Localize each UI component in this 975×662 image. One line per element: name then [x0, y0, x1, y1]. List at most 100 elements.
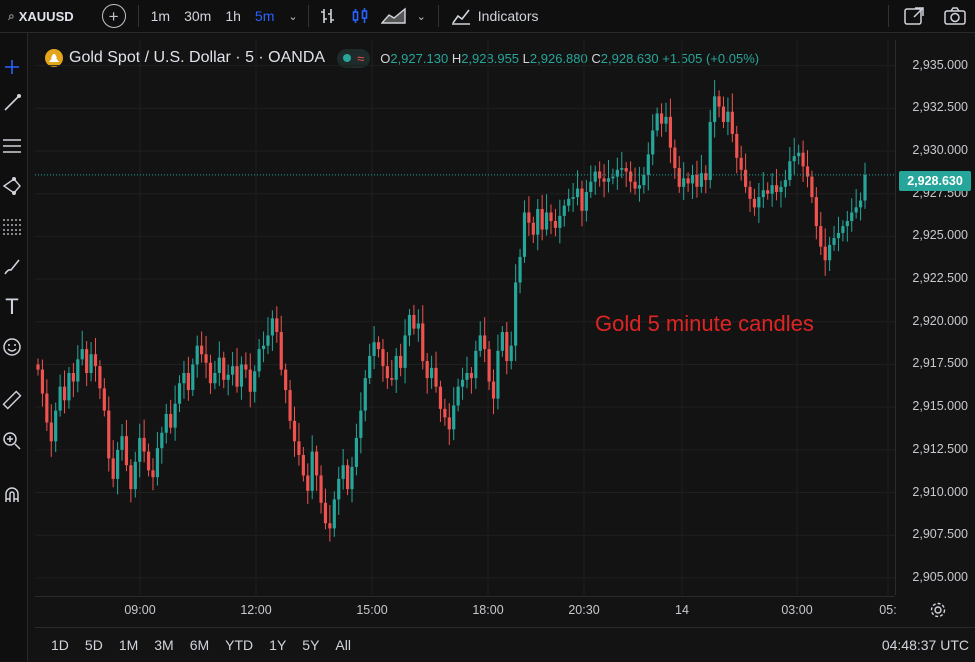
- pattern-tool-icon[interactable]: [0, 174, 24, 198]
- time-axis[interactable]: 09:00 12:00 15:00 18:00 20:30 14 03:00 05:: [35, 596, 897, 625]
- candle-body: [239, 364, 244, 387]
- candle-body: [637, 185, 642, 189]
- price-tick-label: 2,917.500: [912, 356, 968, 371]
- candle-body: [690, 174, 695, 184]
- candle-body: [425, 361, 429, 379]
- legend-title[interactable]: Gold Spot / U.S. Dollar · 5 · OANDA: [69, 49, 326, 66]
- candle-body: [518, 256, 522, 283]
- candle-body: [40, 369, 45, 394]
- candle-body: [814, 197, 818, 227]
- range-5d[interactable]: 5D: [84, 637, 103, 653]
- candle-body: [226, 374, 230, 380]
- brush-icon[interactable]: [0, 255, 24, 279]
- horizontal-lines-icon[interactable]: [0, 134, 24, 158]
- candle-body: [45, 393, 49, 423]
- candle-body: [138, 437, 142, 462]
- add-symbol-button[interactable]: +: [101, 4, 126, 28]
- price-axis[interactable]: 2,935.000 2,932.500 2,930.000 2,927.500 2,92…: [895, 40, 975, 595]
- candle-body: [770, 185, 774, 194]
- candle-body: [248, 369, 252, 392]
- candle-body: [204, 354, 208, 363]
- candles-chart-type-icon[interactable]: [351, 7, 369, 25]
- candle-body: [779, 186, 783, 192]
- candle-body: [359, 410, 363, 438]
- timeframe-1m[interactable]: 1m: [150, 8, 171, 24]
- legend-status-toggle[interactable]: ≈: [337, 48, 371, 68]
- time-tick-label: 03:00: [781, 603, 813, 617]
- candle-body: [288, 390, 292, 421]
- candle-body: [133, 461, 137, 490]
- camera-icon[interactable]: [943, 6, 967, 26]
- candle-body: [810, 176, 814, 198]
- candle-body: [376, 342, 381, 350]
- text-tool-icon[interactable]: T: [5, 294, 19, 319]
- range-5y[interactable]: 5Y: [302, 637, 320, 653]
- candle-body: [434, 367, 438, 387]
- clock-timezone[interactable]: 04:48:37 UTC: [881, 637, 969, 653]
- candle-body: [863, 174, 867, 201]
- candle-body: [549, 212, 553, 222]
- price-tick-label: 2,912.500: [912, 441, 968, 456]
- range-1m[interactable]: 1M: [118, 637, 139, 653]
- range-ytd[interactable]: YTD: [225, 637, 254, 653]
- candle-body: [323, 502, 328, 524]
- candle-body: [858, 200, 863, 208]
- timeframe-5m[interactable]: 5m: [254, 8, 275, 24]
- candle-body: [310, 451, 314, 491]
- bar-chart-type-icon[interactable]: [319, 7, 337, 25]
- symbol-search[interactable]: ⌕ XAUUSD: [8, 9, 74, 24]
- candle-body: [761, 190, 765, 198]
- candle-body: [642, 174, 646, 186]
- candle-body: [372, 342, 376, 356]
- chart-type-dropdown-chevron-icon[interactable]: ⌄: [416, 10, 426, 23]
- timeframe-30m[interactable]: 30m: [184, 8, 212, 24]
- candle-body: [823, 246, 827, 261]
- candle-body: [527, 212, 531, 223]
- candle-body: [854, 207, 858, 213]
- candle-body: [390, 378, 394, 380]
- candle-body: [505, 332, 509, 362]
- chart-legend: Gold Spot / U.S. Dollar · 5 · OANDA ≈ O2…: [45, 46, 759, 70]
- area-chart-type-icon[interactable]: [380, 7, 407, 25]
- candle-body: [788, 161, 792, 181]
- timeframe-1h[interactable]: 1h: [225, 8, 241, 24]
- crosshair-icon[interactable]: [0, 55, 24, 79]
- drawing-toolbar: T: [0, 33, 28, 661]
- price-tick-label: 2,935.000: [912, 57, 968, 72]
- price-tick-label: 2,922.500: [912, 271, 968, 286]
- candle-body: [173, 403, 177, 428]
- fib-retracement-icon[interactable]: [0, 214, 24, 238]
- candle-body: [593, 171, 597, 182]
- candle-body: [71, 373, 75, 382]
- toolbar-divider: [888, 5, 889, 27]
- candle-body: [500, 332, 504, 351]
- trend-line-icon[interactable]: [0, 91, 24, 115]
- candle-body: [120, 436, 124, 450]
- chart-annotation[interactable]: Gold 5 minute candles: [595, 311, 814, 336]
- timeframe-dropdown-chevron-icon[interactable]: ⌄: [288, 10, 298, 23]
- candle-body: [394, 355, 398, 380]
- indicators-label: Indicators: [477, 8, 539, 24]
- range-all[interactable]: All: [335, 637, 351, 653]
- settings-gear-icon[interactable]: [929, 601, 947, 624]
- range-1d[interactable]: 1D: [51, 637, 69, 653]
- candle-body: [456, 386, 460, 406]
- price-chart[interactable]: [35, 40, 895, 595]
- magnet-icon[interactable]: [0, 483, 24, 507]
- range-bar: 1D 5D 1M 3M 6M YTD 1Y 5Y All 04:48:37 UT…: [35, 627, 975, 662]
- zoom-in-icon[interactable]: [0, 429, 24, 453]
- candle-body: [717, 96, 721, 107]
- candle-body: [774, 185, 779, 192]
- candle-body: [704, 173, 708, 181]
- candle-body: [487, 349, 491, 382]
- indicators-button[interactable]: Indicators: [451, 7, 539, 25]
- fullscreen-icon[interactable]: [903, 6, 925, 26]
- candle-body: [664, 116, 668, 124]
- candle-body: [730, 111, 734, 134]
- range-1y[interactable]: 1Y: [269, 637, 287, 653]
- candle-body: [828, 244, 832, 261]
- range-6m[interactable]: 6M: [189, 637, 210, 653]
- emoji-icon[interactable]: [0, 335, 24, 359]
- ruler-icon[interactable]: [0, 388, 24, 412]
- range-3m[interactable]: 3M: [154, 637, 174, 653]
